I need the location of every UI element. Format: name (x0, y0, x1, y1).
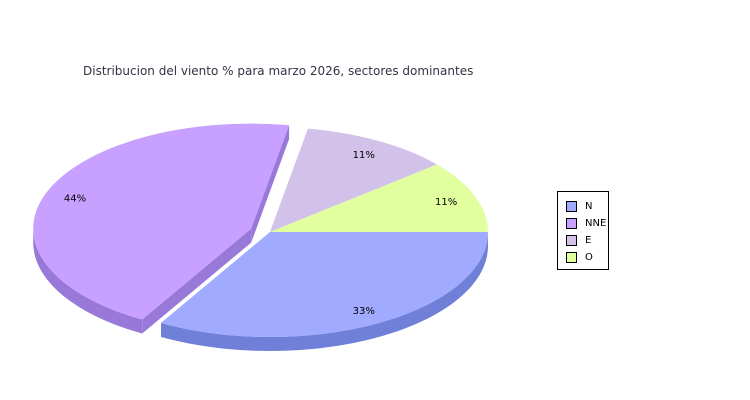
legend-label: E (585, 234, 592, 246)
legend-swatch (566, 200, 577, 212)
legend: N NNE E O (557, 191, 609, 270)
slice-nne (33, 123, 290, 320)
chart-title: Distribucion del viento % para marzo 202… (83, 64, 474, 78)
legend-swatch (566, 217, 577, 229)
legend-item-nne: NNE (566, 217, 606, 229)
slice-side-n (161, 232, 488, 351)
slice-side-nne (33, 228, 143, 334)
slice-label-o: 11% (435, 197, 457, 208)
slice-e (270, 128, 437, 232)
slice-label-nne: 44% (64, 194, 86, 205)
legend-item-o: O (566, 251, 593, 263)
slice-face-nne (251, 125, 290, 243)
legend-swatch (566, 251, 577, 263)
slice-label-n: 33% (353, 306, 375, 317)
legend-label: N (585, 200, 593, 212)
legend-item-n: N (566, 200, 592, 212)
legend-label: O (585, 251, 593, 263)
legend-label: NNE (585, 217, 607, 229)
slice-n (161, 232, 488, 337)
slice-o (270, 164, 488, 232)
legend-item-e: E (566, 234, 591, 246)
slice-face-nne (142, 228, 252, 334)
slice-label-e: 11% (353, 150, 375, 161)
legend-swatch (566, 234, 577, 246)
